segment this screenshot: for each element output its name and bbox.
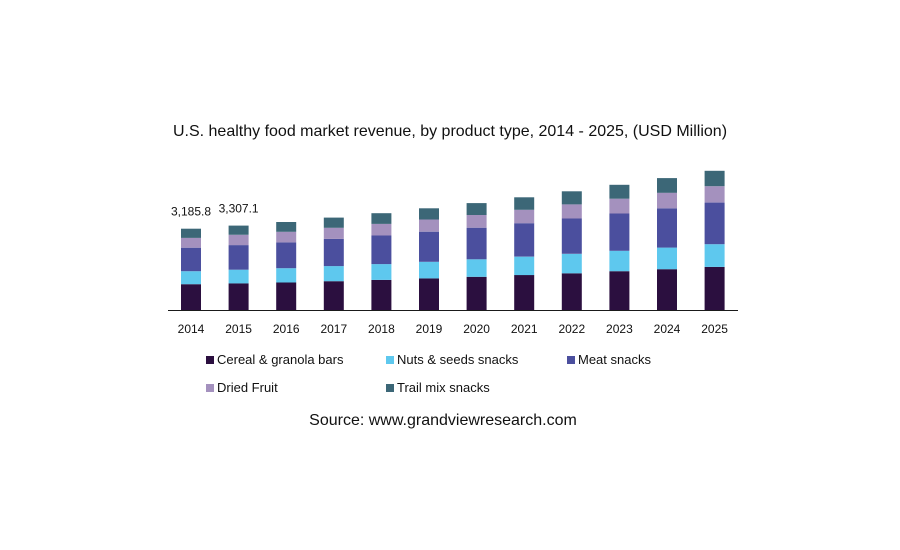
bar-segment-2016-series-1 (276, 268, 297, 283)
bar-segment-2017-series-2 (323, 238, 344, 267)
bar-segment-2024-series-2 (657, 208, 677, 248)
x-tick-label-2022: 2022 (558, 322, 585, 336)
bar-segment-2023-series-0 (609, 271, 630, 310)
bar-segment-2022-series-0 (561, 273, 582, 310)
bars-layer (181, 170, 725, 310)
bar-segment-2023-series-3 (609, 198, 630, 214)
x-tick-label-2015: 2015 (225, 322, 252, 336)
bar-segment-2018-series-2 (371, 235, 392, 265)
bar-segment-2019-series-1 (419, 261, 439, 279)
bar-segment-2016-series-4 (276, 222, 297, 232)
x-tick-label-2024: 2024 (654, 322, 681, 336)
bar-segment-2021-series-2 (514, 223, 535, 257)
bar-segment-2019-series-0 (419, 278, 439, 310)
bar-segment-2014-series-1 (181, 271, 201, 285)
bar-segment-2018-series-4 (371, 213, 392, 224)
data-label-2014: 3,185.8 (171, 205, 211, 219)
source-note: Source: www.grandviewresearch.com (309, 412, 577, 429)
bar-segment-2021-series-3 (514, 209, 535, 224)
bar-segment-2015-series-2 (228, 245, 249, 270)
bar-segment-2025-series-4 (704, 170, 725, 187)
bar-segment-2019-series-2 (419, 231, 439, 262)
legend-swatch (206, 356, 214, 364)
bar-segment-2021-series-0 (514, 275, 535, 310)
legend-item-nuts-seeds-snacks: Nuts & seeds snacks (386, 352, 518, 367)
bar-segment-2014-series-4 (181, 228, 201, 238)
bar-segment-2016-series-2 (276, 242, 297, 269)
x-tick-label-2025: 2025 (701, 322, 728, 336)
legend-swatch (386, 384, 394, 392)
bar-segment-2021-series-1 (514, 256, 535, 276)
bar-segment-2020-series-1 (466, 259, 487, 277)
bar-segment-2014-series-0 (181, 284, 201, 310)
bar-segment-2017-series-0 (323, 281, 344, 310)
bar-segment-2024-series-1 (657, 247, 677, 270)
x-tick-label-2016: 2016 (273, 322, 300, 336)
legend-swatch (567, 356, 575, 364)
x-tick-label-2021: 2021 (511, 322, 538, 336)
x-tick-label-2017: 2017 (320, 322, 347, 336)
bar-segment-2016-series-0 (276, 282, 297, 310)
bar-segment-2023-series-2 (609, 213, 630, 251)
legend-swatch (386, 356, 394, 364)
bar-segment-2025-series-2 (704, 202, 725, 245)
bar-segment-2019-series-3 (419, 219, 439, 232)
x-tick-label-2014: 2014 (178, 322, 205, 336)
bar-segment-2018-series-1 (371, 264, 392, 280)
bar-segment-2022-series-2 (561, 218, 582, 254)
x-tick-label-2023: 2023 (606, 322, 633, 336)
bar-segment-2018-series-0 (371, 279, 392, 310)
bar-segment-2015-series-0 (228, 283, 249, 310)
legend-label: Dried Fruit (217, 380, 278, 395)
bar-segment-2015-series-3 (228, 234, 249, 246)
bar-segment-2014-series-2 (181, 247, 201, 272)
legend-label: Nuts & seeds snacks (397, 352, 519, 367)
bar-segment-2015-series-4 (228, 225, 249, 235)
chart-title: U.S. healthy food market revenue, by pro… (172, 123, 728, 140)
bar-segment-2022-series-3 (561, 204, 582, 219)
legend-label: Cereal & granola bars (217, 352, 344, 367)
bar-segment-2025-series-0 (704, 266, 725, 310)
legend-item-trail-mix-snacks: Trail mix snacks (386, 380, 490, 395)
bar-segment-2020-series-2 (466, 227, 487, 260)
bar-segment-2024-series-0 (657, 269, 677, 310)
bar-segment-2020-series-3 (466, 214, 487, 228)
bar-segment-2020-series-0 (466, 276, 487, 310)
bar-segment-2015-series-1 (228, 269, 249, 284)
x-tick-label-2018: 2018 (368, 322, 395, 336)
bar-segment-2022-series-1 (561, 253, 582, 274)
data-labels-layer: 3,185.8 3,307.1 (171, 202, 259, 219)
bar-segment-2019-series-4 (419, 208, 439, 220)
legend-item-cereal-granola-bars: Cereal & granola bars (206, 352, 343, 367)
bar-segment-2017-series-1 (323, 266, 344, 282)
bar-segment-2023-series-4 (609, 184, 630, 199)
legend-label: Trail mix snacks (397, 380, 490, 395)
bar-segment-2020-series-4 (466, 203, 487, 215)
bar-segment-2014-series-3 (181, 237, 201, 248)
x-tick-labels: 2014 2015 2016 2017 2018 2019 2020 2021 2022 2023… (178, 322, 729, 336)
legend-swatch (206, 384, 214, 392)
bar-segment-2017-series-4 (323, 217, 344, 228)
legend-item-dried-fruit: Dried Fruit (206, 380, 278, 395)
bar-segment-2024-series-4 (657, 178, 677, 193)
bar-segment-2024-series-3 (657, 192, 677, 209)
bar-segment-2022-series-4 (561, 191, 582, 205)
x-tick-label-2019: 2019 (416, 322, 443, 336)
x-tick-label-2020: 2020 (463, 322, 490, 336)
bar-segment-2023-series-1 (609, 250, 630, 272)
data-label-2015: 3,307.1 (219, 202, 259, 216)
legend-label: Meat snacks (578, 352, 651, 367)
bar-segment-2025-series-3 (704, 186, 725, 203)
bar-segment-2021-series-4 (514, 197, 535, 210)
legend-item-meat-snacks: Meat snacks (567, 352, 651, 367)
bar-segment-2025-series-1 (704, 244, 725, 267)
bar-segment-2018-series-3 (371, 223, 392, 236)
bar-segment-2017-series-3 (323, 227, 344, 239)
bar-segment-2016-series-3 (276, 231, 297, 243)
